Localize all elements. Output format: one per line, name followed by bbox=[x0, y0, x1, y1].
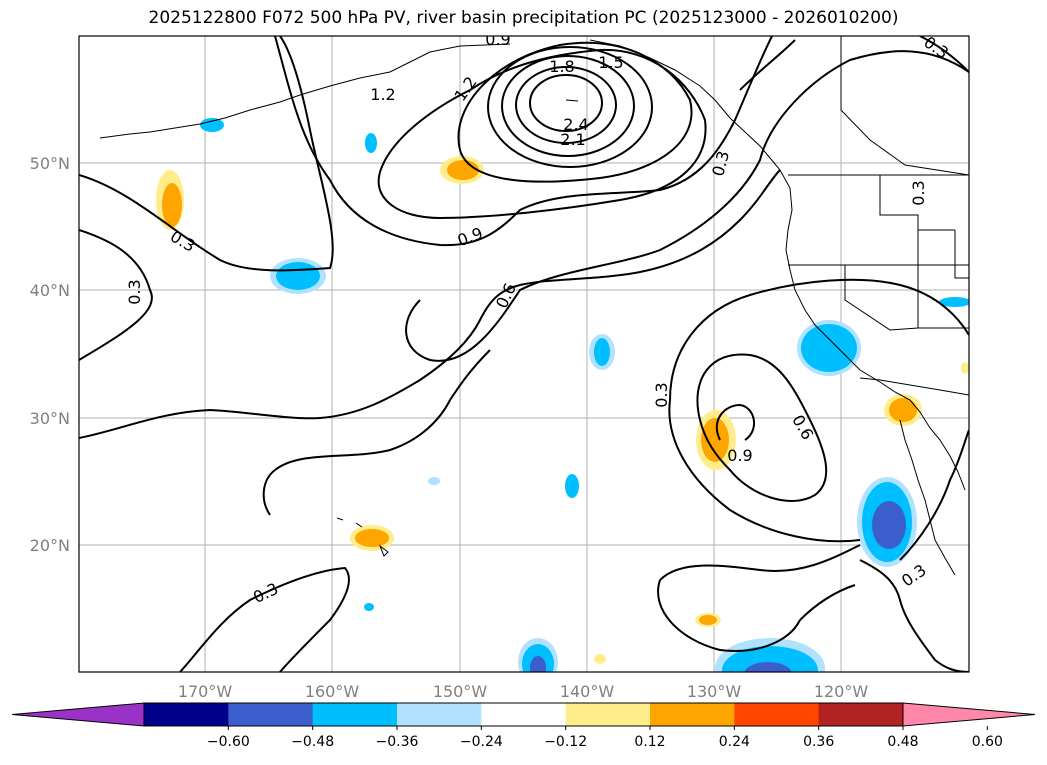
contour-label: 1.2 bbox=[370, 85, 395, 104]
contour-label: 2.4 bbox=[563, 115, 588, 134]
lon-label: 170°W bbox=[178, 682, 233, 701]
contour-label: 0.3 bbox=[125, 279, 144, 304]
contour-label: 1.5 bbox=[598, 53, 623, 72]
colorbar-segment bbox=[734, 703, 820, 726]
lon-label: 140°W bbox=[560, 682, 615, 701]
colorbar-tick-label: −0.24 bbox=[460, 734, 503, 750]
colorbar-segment bbox=[818, 703, 904, 726]
contour-label: 0.9 bbox=[485, 30, 510, 49]
colorbar-segment bbox=[397, 703, 482, 726]
colorbar-tick-label: −0.12 bbox=[544, 734, 587, 750]
colorbar-segment bbox=[144, 703, 229, 726]
lat-label: 40°N bbox=[30, 281, 70, 300]
colorbar-segment bbox=[228, 703, 314, 726]
contour-label: 2.1 bbox=[560, 130, 585, 149]
colorbar-tick-label: 0.12 bbox=[634, 734, 665, 750]
contour-label: 1.8 bbox=[549, 57, 574, 76]
lat-label: 50°N bbox=[30, 154, 70, 173]
colorbar-tick-label: 0.36 bbox=[803, 734, 834, 750]
colorbar-segment bbox=[565, 703, 651, 726]
pv-contours bbox=[79, 36, 969, 672]
contour-label: 0.3 bbox=[909, 180, 928, 205]
figure-title: 2025122800 F072 500 hPa PV, river basin … bbox=[148, 8, 899, 28]
lon-label: 120°W bbox=[814, 682, 869, 701]
lon-label: 160°W bbox=[305, 682, 360, 701]
longitude-labels: 170°W 160°W 150°W 140°W 130°W 120°W bbox=[178, 682, 869, 701]
precip-shading bbox=[156, 118, 969, 672]
colorbar-tick-label: −0.36 bbox=[376, 734, 419, 750]
map-frame bbox=[78, 35, 970, 673]
colorbar-segment bbox=[312, 703, 398, 726]
colorbar: −0.60 −0.48 −0.36 −0.24 −0.12 0.12 0.24 0.36 0.4… bbox=[11, 702, 1036, 750]
colorbar-tick-label: 0.60 bbox=[972, 734, 1003, 750]
contour-label: 0.9 bbox=[727, 446, 752, 465]
colorbar-tick-label: −0.60 bbox=[207, 734, 250, 750]
lat-label: 20°N bbox=[30, 536, 70, 555]
latitude-labels: 50°N 40°N 30°N 20°N bbox=[30, 154, 70, 555]
colorbar-tick-label: 0.48 bbox=[887, 734, 918, 750]
colorbar-frame bbox=[143, 702, 904, 727]
colorbar-tick-label: 0.24 bbox=[719, 734, 750, 750]
colorbar-tick-label: −0.48 bbox=[291, 734, 334, 750]
lat-label: 30°N bbox=[30, 409, 70, 428]
coastlines bbox=[99, 36, 969, 576]
colorbar-extend-high bbox=[902, 702, 1036, 727]
lon-label: 150°W bbox=[433, 682, 488, 701]
colorbar-segment bbox=[481, 703, 567, 726]
lon-label: 130°W bbox=[687, 682, 742, 701]
contour-label: 0.3 bbox=[652, 382, 671, 407]
colorbar-segment bbox=[650, 703, 735, 726]
colorbar-extend-low bbox=[11, 702, 145, 727]
